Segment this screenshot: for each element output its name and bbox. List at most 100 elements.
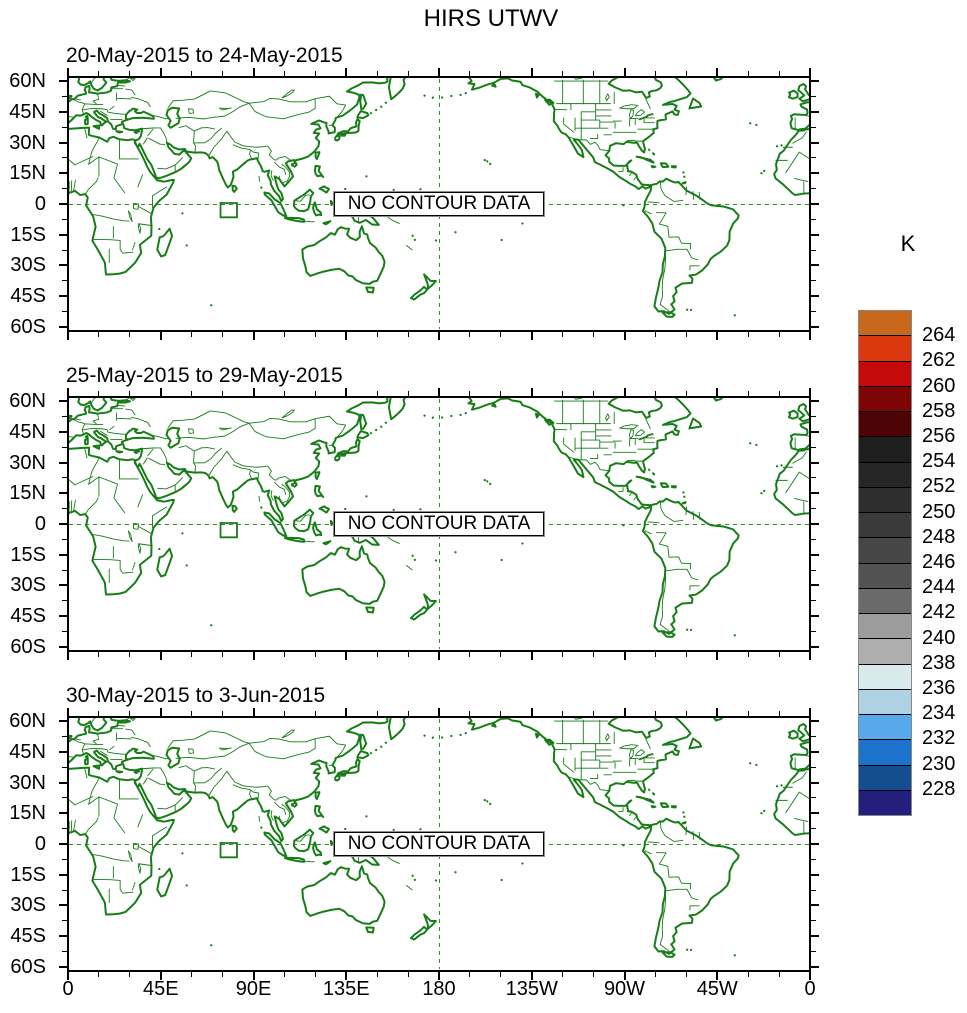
axis-tick xyxy=(407,332,409,337)
island-dot xyxy=(488,162,492,165)
axis-tick xyxy=(314,71,316,76)
island-dot xyxy=(450,734,453,738)
axis-tick xyxy=(811,781,819,784)
axis-tick xyxy=(376,711,378,716)
island-dot xyxy=(210,304,213,307)
axis-tick xyxy=(62,188,67,190)
y-axis-label: 60N xyxy=(9,710,46,733)
island-dot xyxy=(763,489,766,492)
axis-tick xyxy=(252,332,255,340)
axis-tick xyxy=(778,332,780,337)
y-axis-label: 30S xyxy=(10,574,46,597)
axis-tick xyxy=(469,711,471,716)
axis-tick xyxy=(685,711,687,716)
axis-tick xyxy=(811,311,816,313)
y-axis-label: 60N xyxy=(9,390,46,413)
island-dot xyxy=(622,844,625,847)
island-dot xyxy=(652,792,655,795)
axis-tick xyxy=(62,797,67,799)
axis-tick xyxy=(500,332,502,337)
island-dot xyxy=(344,187,347,191)
axis-tick xyxy=(500,711,502,716)
axis-tick xyxy=(716,652,719,660)
axis-tick xyxy=(811,553,819,556)
axis-tick xyxy=(62,828,67,830)
coastlines xyxy=(68,397,810,637)
y-axis-label: 15N xyxy=(9,482,46,505)
island-dot xyxy=(500,238,503,242)
island-dot xyxy=(500,878,503,882)
axis-tick xyxy=(59,965,67,968)
island-dot xyxy=(760,172,763,175)
axis-tick xyxy=(159,708,162,716)
axis-tick xyxy=(345,708,348,716)
axis-tick xyxy=(59,203,67,205)
y-axis-label: 15N xyxy=(9,162,46,185)
axis-tick xyxy=(314,972,316,977)
axis-tick xyxy=(811,828,816,830)
island-dot xyxy=(181,852,184,855)
island-dot xyxy=(185,884,188,887)
y-axis-label: 0 xyxy=(34,193,46,215)
axis-tick xyxy=(562,391,564,396)
axis-tick xyxy=(62,446,67,448)
island-dot xyxy=(689,308,693,312)
axis-tick xyxy=(747,332,749,337)
axis-tick xyxy=(191,711,193,716)
colorbar-tick-label: 246 xyxy=(922,551,956,573)
island-dot xyxy=(483,479,486,482)
colorbar-tick-label: 238 xyxy=(922,651,956,674)
axis-tick xyxy=(252,652,255,660)
colorbar-cell xyxy=(859,790,911,815)
island-dot xyxy=(677,820,680,824)
axis-tick xyxy=(62,538,67,540)
island-dot xyxy=(423,414,426,417)
country-borders xyxy=(68,77,810,311)
axis-tick xyxy=(811,172,819,175)
island-dot xyxy=(622,204,625,207)
y-axis-label: 15N xyxy=(9,802,46,825)
axis-tick xyxy=(530,972,533,980)
colorbar-tick-label: 232 xyxy=(922,727,956,750)
axis-tick xyxy=(252,68,255,76)
axis-tick xyxy=(191,391,193,396)
axis-tick xyxy=(811,477,816,479)
colorbar-tick-label: 234 xyxy=(922,702,956,725)
island-dot xyxy=(486,160,489,163)
axis-tick xyxy=(62,415,67,417)
island-dot xyxy=(488,482,492,485)
axis-tick xyxy=(59,461,67,464)
axis-tick xyxy=(716,388,719,396)
axis-tick xyxy=(59,110,67,113)
axis-tick xyxy=(811,645,819,648)
axis-tick xyxy=(623,652,626,660)
island-dot xyxy=(344,507,347,511)
colorbar-cell xyxy=(859,765,911,791)
island-dot xyxy=(450,94,453,98)
axis-tick xyxy=(283,652,285,657)
colorbar-tick-label: 244 xyxy=(922,576,956,599)
colorbar-cell xyxy=(859,336,911,362)
axis-tick xyxy=(159,972,162,980)
island-dot xyxy=(733,954,736,957)
axis-tick xyxy=(811,858,816,860)
colorbar-cell xyxy=(859,563,911,589)
axis-tick xyxy=(62,766,67,768)
axis-tick xyxy=(62,249,67,251)
y-axis-label: 45N xyxy=(9,740,46,763)
axis-tick xyxy=(747,711,749,716)
island-dot xyxy=(440,96,444,99)
island-dot xyxy=(622,524,625,527)
axis-tick xyxy=(376,972,378,977)
y-axis-label: 30S xyxy=(10,894,46,917)
axis-tick xyxy=(129,332,131,337)
island-dot xyxy=(210,624,213,627)
island-dot xyxy=(775,145,779,148)
axis-tick xyxy=(59,615,67,618)
axis-tick xyxy=(98,711,100,716)
axis-tick xyxy=(59,430,67,433)
island-dot xyxy=(775,785,779,788)
axis-tick xyxy=(811,157,816,159)
axis-tick xyxy=(67,388,69,396)
colorbar xyxy=(858,310,912,816)
